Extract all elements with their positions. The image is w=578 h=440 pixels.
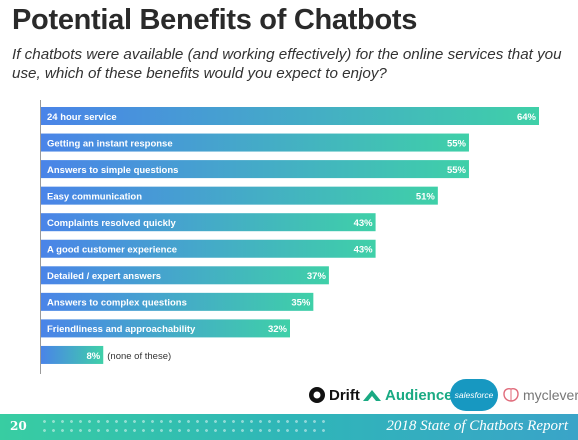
- bar-value-label-9: 8%: [87, 351, 101, 362]
- bar-5: [41, 239, 376, 258]
- category-label-7: Answers to complex questions: [47, 298, 187, 309]
- salesforce-logo-text: salesforce: [454, 390, 494, 400]
- drift-icon: [309, 387, 325, 403]
- bar-7: [41, 292, 314, 311]
- myclever-logo: myclever: [502, 378, 578, 412]
- bar-chart: 64% 24 hour service 55% Getting an instant …: [40, 100, 539, 374]
- salesforce-cloud-icon: salesforce: [450, 379, 498, 411]
- audience-logo-text: Audience: [385, 386, 453, 404]
- page-subtitle: If chatbots were available (and working …: [12, 46, 562, 82]
- category-label-3: Easy communication: [47, 191, 142, 202]
- brain-icon: [503, 388, 519, 402]
- category-label-0: 24 hour service: [47, 112, 117, 123]
- report-title: 2018 State of Chatbots Report: [386, 418, 568, 434]
- category-label-1: Getting an instant response: [47, 138, 173, 149]
- category-label-5: A good customer experience: [47, 245, 177, 256]
- page-title: Potential Benefits of Chatbots: [12, 4, 418, 36]
- category-label-9: (none of these): [107, 351, 171, 362]
- bar-value-label-2: 55%: [447, 165, 467, 176]
- category-label-2: Answers to simple questions: [47, 165, 178, 176]
- bar-3: [41, 186, 438, 205]
- bar-value-label-5: 43%: [354, 245, 374, 256]
- bar-2: [41, 160, 469, 179]
- drift-logo: Drift: [308, 378, 360, 412]
- category-label-6: Detailed / expert answers: [47, 271, 161, 282]
- myclever-logo-text: myclever: [523, 387, 578, 403]
- page-number: 20: [10, 419, 27, 433]
- footer-bar: 20 2018 State of Chatbots Report: [0, 414, 578, 440]
- drift-logo-text: Drift: [329, 386, 360, 404]
- bar-value-label-8: 32%: [268, 324, 288, 335]
- bar-value-label-3: 51%: [416, 191, 436, 202]
- bar-9: [41, 345, 104, 364]
- footer-dot-pattern: [40, 417, 330, 437]
- bar-value-label-7: 35%: [291, 298, 311, 309]
- category-label-4: Complaints resolved quickly: [47, 218, 177, 229]
- partner-logos: Drift Audience salesforce myclever: [0, 378, 578, 412]
- audience-logo: Audience: [362, 378, 453, 412]
- salesforce-logo: salesforce: [450, 378, 498, 412]
- bar-0: [41, 107, 539, 125]
- audience-icon: [363, 390, 381, 401]
- bar-value-label-6: 37%: [307, 271, 327, 282]
- bar-value-label-4: 43%: [354, 218, 374, 229]
- bar-4: [41, 213, 376, 232]
- bar-value-label-0: 64%: [517, 112, 537, 123]
- bar-8: [41, 319, 290, 338]
- category-label-8: Friendliness and approachability: [47, 324, 196, 335]
- bar-1: [41, 133, 469, 152]
- bar-6: [41, 266, 329, 285]
- bar-value-label-1: 55%: [447, 138, 467, 149]
